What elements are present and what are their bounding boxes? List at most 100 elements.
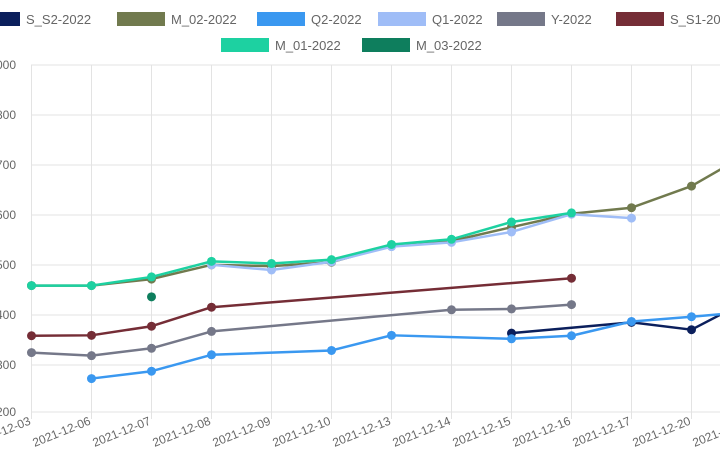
x-tick-label: 2021-12-14 <box>390 414 452 450</box>
x-tick-label: 2021-12-08 <box>150 414 212 450</box>
data-point[interactable] <box>87 281 96 291</box>
legend-label: M_03-2022 <box>416 38 482 53</box>
series-q2-2022 <box>87 312 720 384</box>
data-point[interactable] <box>507 334 516 344</box>
plot-area <box>27 168 720 384</box>
data-point[interactable] <box>207 256 216 266</box>
data-point[interactable] <box>507 304 516 314</box>
data-point[interactable] <box>567 331 576 341</box>
legend-label: S_S2-2022 <box>26 12 91 27</box>
y-axis: 1000 800 700 600 500 400 300 200 <box>0 58 16 419</box>
legend-label: M_01-2022 <box>275 38 341 53</box>
data-point[interactable] <box>87 374 96 384</box>
x-tick-label: 2021-12-06 <box>30 414 92 450</box>
data-point[interactable] <box>387 239 396 249</box>
y-tick-label: 700 <box>0 158 16 172</box>
legend-swatch <box>616 12 664 26</box>
legend-swatch <box>221 38 269 52</box>
legend-item-y-2022[interactable]: Y-2022 <box>497 12 592 27</box>
series-m-02-2022 <box>27 168 720 291</box>
series-s-s1-2022 <box>27 273 576 341</box>
series-m-01-2022 <box>27 208 576 291</box>
data-point[interactable] <box>267 259 276 269</box>
data-point[interactable] <box>447 305 456 315</box>
series-line <box>31 276 572 337</box>
legend-item-s-s2-2022[interactable]: S_S2-2022 <box>0 12 91 27</box>
legend-swatch <box>0 12 20 26</box>
legend-item-m-03-2022[interactable]: M_03-2022 <box>362 38 482 53</box>
legend-swatch <box>117 12 165 26</box>
data-point[interactable] <box>147 321 156 331</box>
legend-item-q2-2022[interactable]: Q2-2022 <box>257 12 362 27</box>
data-point[interactable] <box>27 331 36 341</box>
x-tick-label: 2021-12-07 <box>90 414 152 450</box>
data-point[interactable] <box>507 217 516 227</box>
legend-swatch <box>257 12 305 26</box>
legend-label: S_S1-2022 <box>670 12 720 27</box>
data-point[interactable] <box>87 351 96 361</box>
legend-label: Q2-2022 <box>311 12 362 27</box>
data-point[interactable] <box>567 208 576 218</box>
series-line <box>91 312 720 380</box>
legend-item-m-01-2022[interactable]: M_01-2022 <box>221 38 341 53</box>
legend-swatch <box>378 12 426 26</box>
series-line <box>511 313 720 335</box>
data-point[interactable] <box>27 281 36 291</box>
x-tick-label: 2021-12-15 <box>450 414 512 450</box>
data-point[interactable] <box>687 325 696 335</box>
y-tick-label: 800 <box>0 108 16 122</box>
data-point[interactable] <box>507 227 516 237</box>
data-point[interactable] <box>387 330 396 340</box>
x-tick-label: 2021-12-09 <box>210 414 272 450</box>
data-point[interactable] <box>627 213 636 223</box>
legend-swatch <box>497 12 545 26</box>
y-tick-label: 400 <box>0 308 16 322</box>
legend-item-q1-2022[interactable]: Q1-2022 <box>378 12 483 27</box>
x-tick-label: 2021-12-13 <box>330 414 392 450</box>
legend-label: Q1-2022 <box>432 12 483 27</box>
data-point[interactable] <box>267 265 276 275</box>
series-y-2022 <box>27 300 576 361</box>
legend-swatch <box>362 38 410 52</box>
x-tick-label: 2021-12-17 <box>570 414 632 450</box>
data-point[interactable] <box>27 348 36 358</box>
series-line <box>211 212 632 272</box>
data-point[interactable] <box>627 203 636 213</box>
x-tick-label: 2021-12-21 <box>690 414 720 450</box>
x-tick-label: 2021-12-16 <box>510 414 572 450</box>
legend[interactable]: S_S2-2022 M_02-2022 Q2-2022 Q1-2022 Y-2022 S_… <box>0 12 720 53</box>
series-line <box>31 211 572 287</box>
data-point[interactable] <box>567 300 576 310</box>
data-point[interactable] <box>447 234 456 244</box>
y-tick-label: 1000 <box>0 58 16 72</box>
data-point[interactable] <box>687 181 696 191</box>
data-point[interactable] <box>627 316 636 326</box>
y-tick-label: 500 <box>0 258 16 272</box>
x-tick-label: 2021-12-03 <box>0 414 33 450</box>
data-point[interactable] <box>207 326 216 336</box>
x-axis: 2021-12-032021-12-062021-12-072021-12-08… <box>0 414 720 450</box>
legend-item-s-s1-2022[interactable]: S_S1-2022 <box>616 12 720 27</box>
x-tick-label: 2021-12-10 <box>270 414 332 450</box>
series-line <box>31 303 572 357</box>
data-point[interactable] <box>147 272 156 282</box>
data-point[interactable] <box>207 350 216 360</box>
legend-label: Y-2022 <box>551 12 592 27</box>
data-point[interactable] <box>207 302 216 312</box>
legend-item-m-02-2022[interactable]: M_02-2022 <box>117 12 237 27</box>
data-point[interactable] <box>147 292 156 302</box>
data-point[interactable] <box>87 330 96 340</box>
data-point[interactable] <box>327 255 336 265</box>
data-point[interactable] <box>327 345 336 355</box>
data-point[interactable] <box>567 273 576 283</box>
data-point[interactable] <box>147 366 156 376</box>
legend-label: M_02-2022 <box>171 12 237 27</box>
grid <box>31 64 720 419</box>
data-point[interactable] <box>147 343 156 353</box>
series-m-03-2022 <box>147 292 156 302</box>
y-tick-label: 200 <box>0 405 16 419</box>
y-tick-label: 300 <box>0 358 16 372</box>
x-tick-label: 2021-12-20 <box>630 414 692 450</box>
data-point[interactable] <box>687 312 696 322</box>
